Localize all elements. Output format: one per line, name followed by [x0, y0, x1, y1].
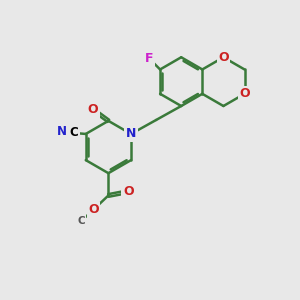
Text: C: C: [77, 216, 85, 226]
Text: O: O: [123, 185, 134, 198]
Text: N: N: [126, 128, 136, 140]
Text: O: O: [88, 203, 99, 216]
Text: O: O: [239, 87, 250, 100]
Text: O: O: [88, 103, 98, 116]
Text: O: O: [218, 51, 229, 64]
Text: F: F: [145, 52, 153, 65]
Text: N: N: [57, 125, 67, 139]
Text: C: C: [70, 127, 78, 140]
